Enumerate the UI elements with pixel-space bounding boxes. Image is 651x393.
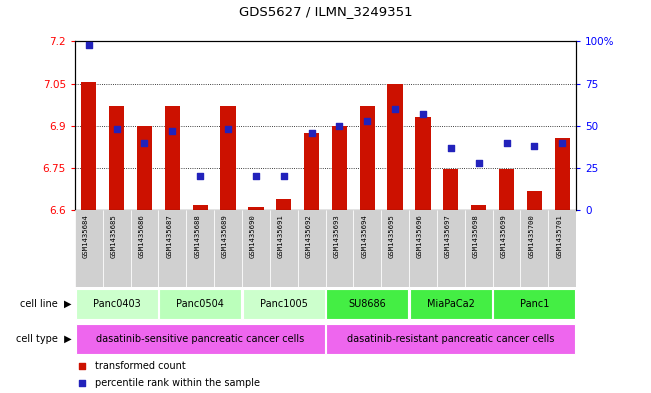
- Point: [501, 140, 512, 146]
- Bar: [548, 210, 576, 287]
- Bar: [76, 288, 158, 319]
- Bar: [276, 199, 292, 210]
- Bar: [159, 288, 241, 319]
- Bar: [270, 210, 298, 287]
- Bar: [214, 210, 242, 287]
- Bar: [186, 210, 214, 287]
- Text: GSM1435691: GSM1435691: [278, 214, 284, 258]
- Text: GSM1435690: GSM1435690: [250, 214, 256, 258]
- Text: GSM1435692: GSM1435692: [305, 214, 312, 258]
- Point: [279, 173, 289, 180]
- Point: [557, 140, 568, 146]
- Text: GSM1435685: GSM1435685: [111, 214, 117, 258]
- Text: GSM1435699: GSM1435699: [501, 214, 506, 258]
- Bar: [555, 138, 570, 210]
- Bar: [131, 210, 158, 287]
- Bar: [137, 126, 152, 210]
- Bar: [443, 169, 458, 210]
- Bar: [353, 210, 381, 287]
- Text: cell type  ▶: cell type ▶: [16, 334, 72, 344]
- Bar: [410, 288, 492, 319]
- Bar: [326, 210, 353, 287]
- Text: cell line  ▶: cell line ▶: [20, 299, 72, 309]
- Bar: [243, 288, 325, 319]
- Point: [418, 111, 428, 117]
- Point: [167, 128, 178, 134]
- Bar: [465, 210, 493, 287]
- Bar: [242, 210, 270, 287]
- Bar: [381, 210, 409, 287]
- Text: GSM1435693: GSM1435693: [333, 214, 339, 258]
- Point: [251, 173, 261, 180]
- Bar: [158, 210, 186, 287]
- Bar: [193, 205, 208, 210]
- Text: GSM1435701: GSM1435701: [556, 214, 562, 258]
- Bar: [109, 106, 124, 210]
- Bar: [326, 324, 575, 354]
- Bar: [75, 210, 103, 287]
- Bar: [326, 288, 408, 319]
- Text: MiaPaCa2: MiaPaCa2: [427, 299, 475, 309]
- Text: Panc0504: Panc0504: [176, 299, 224, 309]
- Bar: [493, 288, 575, 319]
- Bar: [527, 191, 542, 210]
- Text: GSM1435695: GSM1435695: [389, 214, 395, 258]
- Point: [529, 143, 540, 149]
- Text: GSM1435700: GSM1435700: [529, 214, 534, 258]
- Text: GSM1435689: GSM1435689: [222, 214, 228, 258]
- Bar: [520, 210, 548, 287]
- Text: dasatinib-resistant pancreatic cancer cells: dasatinib-resistant pancreatic cancer ce…: [347, 334, 555, 344]
- Text: GSM1435686: GSM1435686: [139, 214, 145, 258]
- Text: GSM1435696: GSM1435696: [417, 214, 423, 258]
- Point: [223, 126, 233, 132]
- Bar: [298, 210, 326, 287]
- Bar: [471, 205, 486, 210]
- Bar: [304, 133, 319, 210]
- Text: transformed count: transformed count: [95, 361, 186, 371]
- Bar: [165, 106, 180, 210]
- Text: GSM1435697: GSM1435697: [445, 214, 450, 258]
- Text: GSM1435684: GSM1435684: [83, 214, 89, 258]
- Text: Panc1005: Panc1005: [260, 299, 308, 309]
- Bar: [359, 106, 375, 210]
- Bar: [409, 210, 437, 287]
- Bar: [103, 210, 131, 287]
- Text: Panc0403: Panc0403: [92, 299, 141, 309]
- Bar: [76, 324, 325, 354]
- Text: dasatinib-sensitive pancreatic cancer cells: dasatinib-sensitive pancreatic cancer ce…: [96, 334, 304, 344]
- Point: [473, 160, 484, 166]
- Bar: [415, 117, 430, 210]
- Text: GSM1435688: GSM1435688: [194, 214, 201, 258]
- Point: [390, 106, 400, 112]
- Point: [111, 126, 122, 132]
- Bar: [493, 210, 520, 287]
- Point: [445, 145, 456, 151]
- Text: GSM1435698: GSM1435698: [473, 214, 478, 258]
- Point: [362, 118, 372, 124]
- Text: GSM1435687: GSM1435687: [167, 214, 173, 258]
- Bar: [332, 126, 347, 210]
- Text: GSM1435694: GSM1435694: [361, 214, 367, 258]
- Bar: [387, 83, 403, 210]
- Point: [77, 363, 88, 369]
- Point: [139, 140, 150, 146]
- Bar: [248, 208, 264, 210]
- Bar: [499, 169, 514, 210]
- Bar: [437, 210, 465, 287]
- Point: [77, 380, 88, 386]
- Bar: [81, 82, 96, 210]
- Text: GDS5627 / ILMN_3249351: GDS5627 / ILMN_3249351: [239, 5, 412, 18]
- Point: [195, 173, 206, 180]
- Bar: [221, 106, 236, 210]
- Text: percentile rank within the sample: percentile rank within the sample: [95, 378, 260, 387]
- Point: [83, 42, 94, 48]
- Text: Panc1: Panc1: [519, 299, 549, 309]
- Point: [334, 123, 344, 129]
- Text: SU8686: SU8686: [348, 299, 386, 309]
- Point: [307, 129, 317, 136]
